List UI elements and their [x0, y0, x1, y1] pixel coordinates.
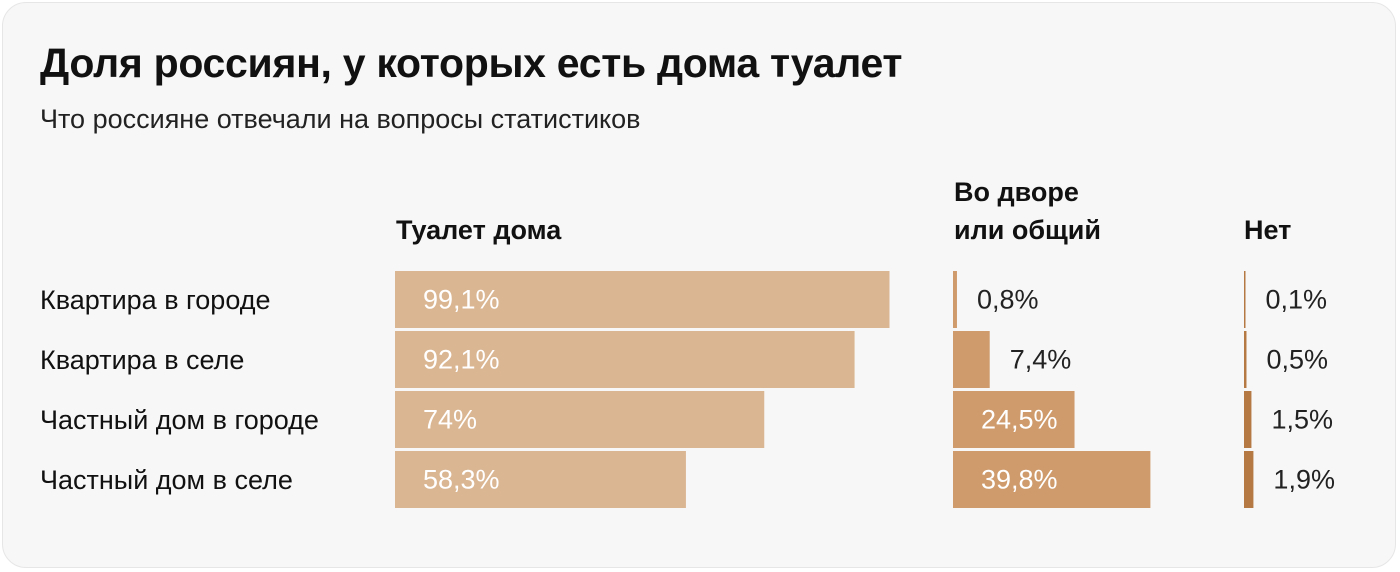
bar-yard-2 [953, 391, 1075, 448]
bar-yard-1 [953, 331, 990, 388]
data-label-none-3: 1,9% [1273, 465, 1335, 495]
data-label-home-2: 74% [423, 405, 477, 435]
bar-none-3 [1244, 451, 1254, 508]
data-label-none-1: 0,5% [1266, 345, 1328, 375]
chart-subtitle: Что россияне отвечали на вопросы статист… [40, 104, 641, 134]
category-label-city-house: Частный дом в городе [40, 405, 319, 435]
category-label-village-house: Частный дом в селе [40, 465, 293, 495]
data-label-none-2: 1,5% [1271, 405, 1333, 435]
bar-yard-3 [953, 451, 1151, 508]
bar-home-0 [395, 271, 890, 328]
column-header-yard-line-2: или общий [954, 215, 1101, 245]
bar-home-3 [395, 451, 686, 508]
data-label-yard-2: 24,5% [981, 405, 1058, 435]
column-header-yard: Во дворе или общий [954, 173, 1101, 249]
data-label-none-0: 0,1% [1266, 285, 1328, 315]
data-label-yard-0: 0,8% [977, 285, 1039, 315]
bar-none-2 [1244, 391, 1252, 448]
bar-none-1 [1244, 331, 1247, 388]
bar-home-1 [395, 331, 855, 388]
bar-yard-0 [953, 271, 957, 328]
chart-title: Доля россиян, у которых есть дома туалет [40, 40, 903, 86]
category-label-city-apartment: Квартира в городе [40, 285, 271, 315]
data-label-home-1: 92,1% [423, 345, 500, 375]
category-label-village-apartment: Квартира в селе [40, 345, 245, 375]
data-label-home-0: 99,1% [423, 285, 500, 315]
column-header-yard-line-1: Во дворе [954, 177, 1079, 207]
bar-home-2 [395, 391, 765, 448]
data-label-home-3: 58,3% [423, 465, 500, 495]
column-header-none: Нет [1244, 215, 1292, 245]
data-label-yard-1: 7,4% [1010, 345, 1072, 375]
bar-none-0 [1244, 271, 1246, 328]
data-label-yard-3: 39,8% [981, 465, 1058, 495]
column-header-home: Туалет дома [396, 215, 562, 245]
